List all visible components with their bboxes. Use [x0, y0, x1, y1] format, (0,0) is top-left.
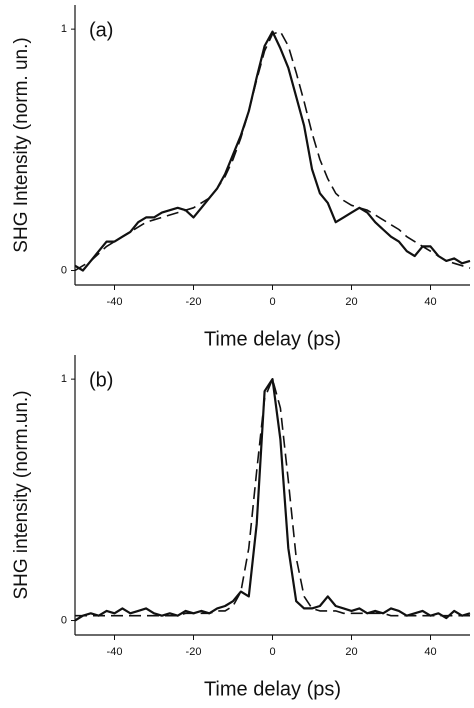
data-line — [75, 378, 470, 617]
x-axis-label: Time delay (ps) — [204, 678, 341, 700]
y-tick-label: 0 — [61, 614, 67, 626]
x-tick-label: -40 — [107, 646, 123, 658]
x-tick-label: 0 — [269, 296, 275, 308]
y-tick-label: 1 — [61, 23, 67, 35]
x-tick-label: -20 — [186, 296, 202, 308]
panel-label: (a) — [89, 19, 113, 41]
data-line — [74, 30, 471, 272]
x-tick-label: 20 — [345, 646, 357, 658]
panel-label: (b) — [89, 369, 113, 391]
y-axis-label: SHG Intensity (norm. un.) — [11, 37, 32, 252]
x-tick-label: 0 — [269, 646, 275, 658]
data-line — [74, 378, 471, 622]
y-tick-label: 1 — [61, 373, 67, 385]
x-tick-label: -20 — [186, 646, 202, 658]
x-axis-label: Time delay (ps) — [204, 328, 341, 350]
y-tick-label: 0 — [61, 264, 67, 276]
x-tick-label: 40 — [424, 646, 436, 658]
x-tick-label: -40 — [107, 296, 123, 308]
x-tick-label: 40 — [424, 296, 436, 308]
data-line — [74, 30, 471, 272]
x-tick-label: 20 — [345, 296, 357, 308]
y-axis-label: SHG intensity (norm.un.) — [11, 390, 32, 599]
